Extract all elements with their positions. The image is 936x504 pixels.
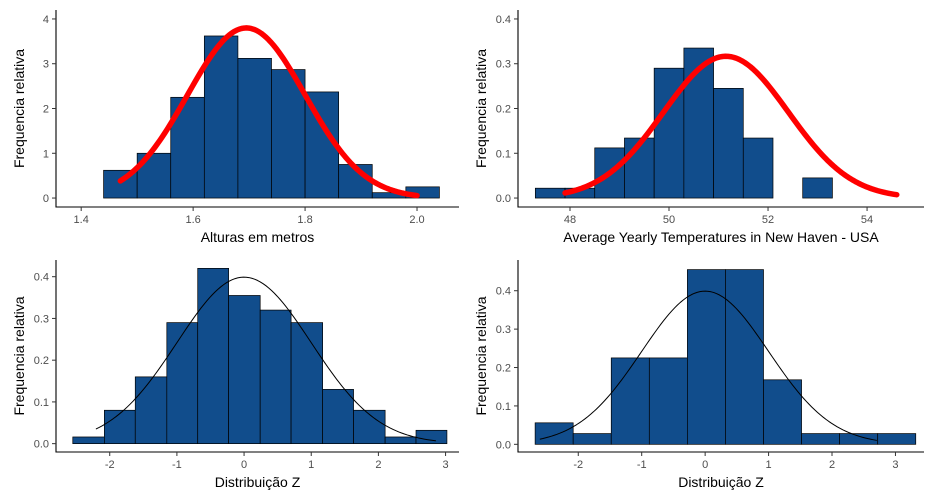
histogram-bar [166, 322, 199, 444]
x-axis-title: Distribuição Z [215, 474, 301, 490]
y-tick-label: 0.0 [34, 439, 49, 451]
x-tick-label: 2.0 [409, 214, 424, 226]
histogram-bar [197, 268, 229, 445]
y-tick-label: 0.3 [496, 59, 511, 71]
y-tick-label: 0.1 [496, 148, 511, 160]
y-tick-label: 0.0 [496, 439, 511, 451]
x-axis-title: Alturas em metros [201, 229, 315, 245]
histogram-bar [415, 429, 448, 445]
histogram-bar [687, 269, 726, 445]
histogram-bars [72, 268, 448, 445]
x-tick-label: 1.6 [185, 214, 200, 226]
histogram-bar [839, 433, 879, 445]
histogram-bar [763, 379, 802, 445]
histogram-bar [237, 57, 272, 199]
x-tick-label: 1.8 [297, 214, 312, 226]
x-tick-label: 54 [861, 214, 873, 226]
x-tick-label: 2 [375, 459, 381, 471]
x-tick-label: 0 [241, 459, 247, 471]
y-tick-label: 0.1 [496, 401, 511, 413]
histogram-bar [384, 436, 417, 445]
histogram-bar [594, 147, 625, 199]
y-tick-label: 0.4 [496, 14, 511, 26]
y-tick-label: 2 [43, 104, 49, 116]
histogram-bar [228, 295, 261, 445]
histogram-bar [802, 177, 833, 199]
x-tick-label: 0 [702, 459, 708, 471]
x-tick-label: -2 [105, 459, 115, 471]
y-tick-label: 0.3 [34, 313, 49, 325]
y-tick-label: 0.0 [496, 193, 511, 205]
histogram-bar [259, 309, 292, 445]
y-tick-label: 4 [43, 14, 49, 26]
y-tick-label: 0.2 [496, 104, 511, 116]
histogram-panel-3: -2 -1 0 1 2 3 0.0 0.1 0.2 0.3 0.4 Distribuição Z Fre… [11, 260, 459, 490]
histogram-bar [534, 187, 566, 199]
histogram-panel-1: 1.4 1.6 1.8 2.0 0 1 2 3 4 Alturas em metros Freque… [11, 10, 459, 245]
y-tick-label: 0 [43, 193, 49, 205]
histogram-bars [534, 47, 833, 199]
x-tick-label: 1 [308, 459, 314, 471]
y-tick-label: 0.2 [496, 363, 511, 375]
normal-density-curve [562, 53, 900, 198]
histogram-bar [725, 269, 764, 445]
y-tick-label: 3 [43, 59, 49, 71]
histogram-bar [610, 357, 650, 445]
histogram-bar [271, 69, 306, 199]
x-tick-label: 1 [766, 459, 772, 471]
y-tick-label: 0.1 [34, 397, 49, 409]
histogram-bar [322, 389, 354, 445]
y-axis-title: Frequencia relativa [11, 49, 27, 168]
histogram-bar [290, 322, 323, 444]
histogram-bar [877, 433, 917, 445]
histogram-bars [534, 269, 917, 445]
x-tick-label: -1 [637, 459, 647, 471]
x-tick-label: 2 [829, 459, 835, 471]
histogram-bar [72, 436, 105, 445]
histogram-bar [353, 409, 386, 445]
histogram-bar [203, 35, 239, 199]
histogram-bar [572, 433, 612, 445]
histogram-bar [134, 376, 168, 444]
x-tick-label: 50 [663, 214, 675, 226]
histogram-bar [104, 409, 136, 445]
x-axis-title: Average Yearly Temperatures in New Haven… [563, 229, 879, 245]
x-tick-label: 3 [892, 459, 898, 471]
x-axis-title: Distribuição Z [678, 474, 764, 490]
normal-density-curve [539, 290, 877, 441]
y-tick-label: 1 [43, 148, 49, 160]
histogram-panel-2: 48 50 52 54 0.0 0.1 0.2 0.3 0.4 Average Yearly Te… [473, 10, 924, 245]
x-tick-label: 52 [762, 214, 774, 226]
y-axis-title: Frequencia relativa [11, 296, 27, 415]
x-tick-label: -1 [172, 459, 182, 471]
histogram-panel-4: -2 -1 0 1 2 3 0.0 0.1 0.2 0.3 0.4 Distribuição Z Fre… [473, 260, 924, 490]
histogram-bar [534, 422, 574, 445]
histogram-bars [103, 35, 440, 199]
x-tick-label: 1.4 [74, 214, 89, 226]
histogram-bar [648, 357, 688, 445]
histogram-bar [742, 137, 774, 199]
histogram-bar [801, 433, 840, 445]
y-tick-label: 0.4 [34, 272, 49, 284]
x-tick-label: 3 [443, 459, 449, 471]
x-tick-label: -2 [573, 459, 583, 471]
y-tick-label: 0.3 [496, 324, 511, 336]
histogram-bar [683, 47, 714, 199]
y-axis-title: Frequencia relativa [473, 49, 489, 168]
normal-density-curve [95, 276, 436, 442]
histogram-bar [713, 87, 744, 199]
x-tick-label: 48 [564, 214, 576, 226]
y-axis-title: Frequencia relativa [473, 296, 489, 415]
y-tick-label: 0.2 [34, 355, 49, 367]
normal-density-curve [117, 25, 420, 199]
y-tick-label: 0.4 [496, 286, 511, 298]
